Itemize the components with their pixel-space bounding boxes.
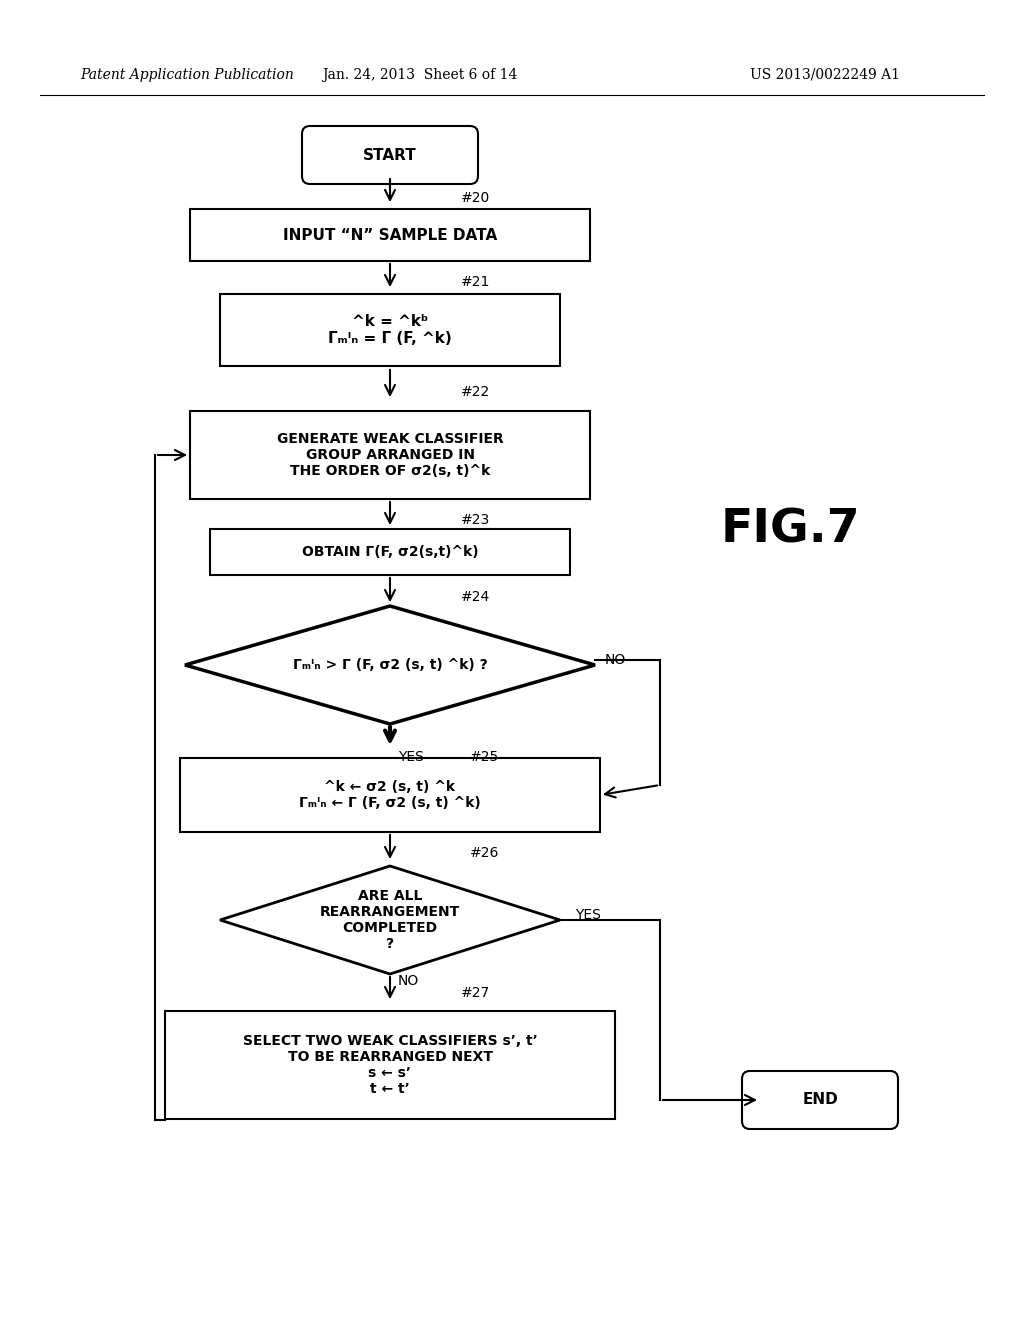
Text: #27: #27 [461,986,490,1001]
Text: FIG.7: FIG.7 [720,507,860,553]
FancyBboxPatch shape [302,125,478,183]
Text: YES: YES [398,750,424,764]
Text: US 2013/0022249 A1: US 2013/0022249 A1 [750,69,900,82]
Text: OBTAIN Γ(F, σ2(s,t)^k): OBTAIN Γ(F, σ2(s,t)^k) [302,545,478,558]
Polygon shape [185,606,595,723]
FancyBboxPatch shape [742,1071,898,1129]
Text: #25: #25 [470,750,500,764]
Text: START: START [364,148,417,162]
Text: ^k = ^kᵇ
Γₘᴵₙ = Γ (F, ^k): ^k = ^kᵇ Γₘᴵₙ = Γ (F, ^k) [328,314,452,346]
Text: YES: YES [575,908,601,921]
Text: Γₘᴵₙ > Γ (F, σ2 (s, t) ^k) ?: Γₘᴵₙ > Γ (F, σ2 (s, t) ^k) ? [293,657,487,672]
Bar [180,758,600,832]
Text: NO: NO [605,653,627,667]
Bar [190,209,590,261]
Text: #26: #26 [470,846,500,861]
Bar [220,294,560,366]
Bar [165,1011,615,1119]
Bar [190,411,590,499]
Polygon shape [220,866,560,974]
Text: #24: #24 [461,590,490,605]
Text: Jan. 24, 2013  Sheet 6 of 14: Jan. 24, 2013 Sheet 6 of 14 [323,69,518,82]
Text: END: END [802,1093,838,1107]
Text: ARE ALL
REARRANGEMENT
COMPLETED
?: ARE ALL REARRANGEMENT COMPLETED ? [319,888,460,952]
Text: GENERATE WEAK CLASSIFIER
GROUP ARRANGED IN
THE ORDER OF σ2(s, t)^k: GENERATE WEAK CLASSIFIER GROUP ARRANGED … [276,432,504,478]
Text: SELECT TWO WEAK CLASSIFIERS s’, t’
TO BE REARRANGED NEXT
s ← s’
t ← t’: SELECT TWO WEAK CLASSIFIERS s’, t’ TO BE… [243,1034,538,1097]
Text: #20: #20 [461,191,490,205]
Text: #23: #23 [461,513,490,527]
Text: #22: #22 [461,385,490,399]
Text: #21: #21 [461,275,490,289]
Text: Patent Application Publication: Patent Application Publication [80,69,294,82]
Text: ^k ← σ2 (s, t) ^k
Γₘᴵₙ ← Γ (F, σ2 (s, t) ^k): ^k ← σ2 (s, t) ^k Γₘᴵₙ ← Γ (F, σ2 (s, t)… [299,780,481,810]
Text: INPUT “N” SAMPLE DATA: INPUT “N” SAMPLE DATA [283,227,497,243]
Text: NO: NO [398,974,419,987]
Bar [210,529,570,576]
